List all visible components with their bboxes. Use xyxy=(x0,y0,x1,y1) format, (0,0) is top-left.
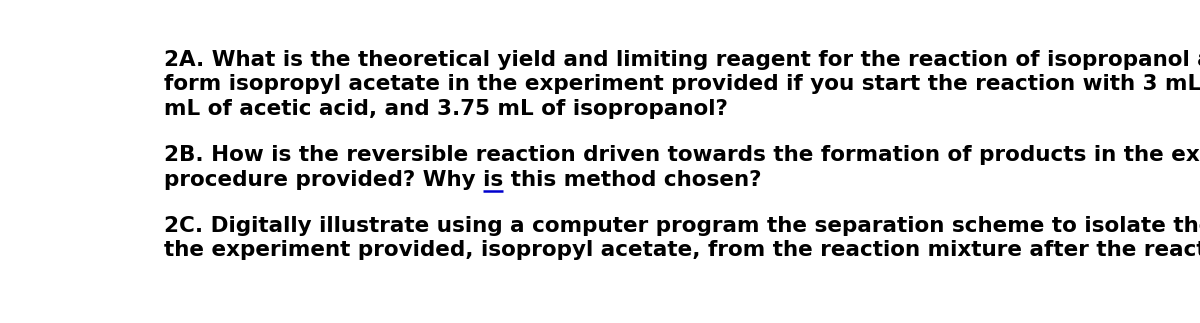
Text: procedure provided? Why is this method chosen?: procedure provided? Why is this method c… xyxy=(164,170,762,190)
Text: form isopropyl acetate in the experiment provided if you start the reaction with: form isopropyl acetate in the experiment… xyxy=(164,74,1200,94)
Text: 2B. How is the reversible reaction driven towards the formation of products in t: 2B. How is the reversible reaction drive… xyxy=(164,145,1200,165)
Text: the experiment provided, isopropyl acetate, from the reaction mixture after the : the experiment provided, isopropyl aceta… xyxy=(164,241,1200,261)
Text: 2C. Digitally illustrate using a computer program the separation scheme to isola: 2C. Digitally illustrate using a compute… xyxy=(164,216,1200,236)
Text: 2A. What is the theoretical yield and limiting reagent for the reaction of isopr: 2A. What is the theoretical yield and li… xyxy=(164,49,1200,69)
Text: mL of acetic acid, and 3.75 mL of isopropanol?: mL of acetic acid, and 3.75 mL of isopro… xyxy=(164,99,728,119)
